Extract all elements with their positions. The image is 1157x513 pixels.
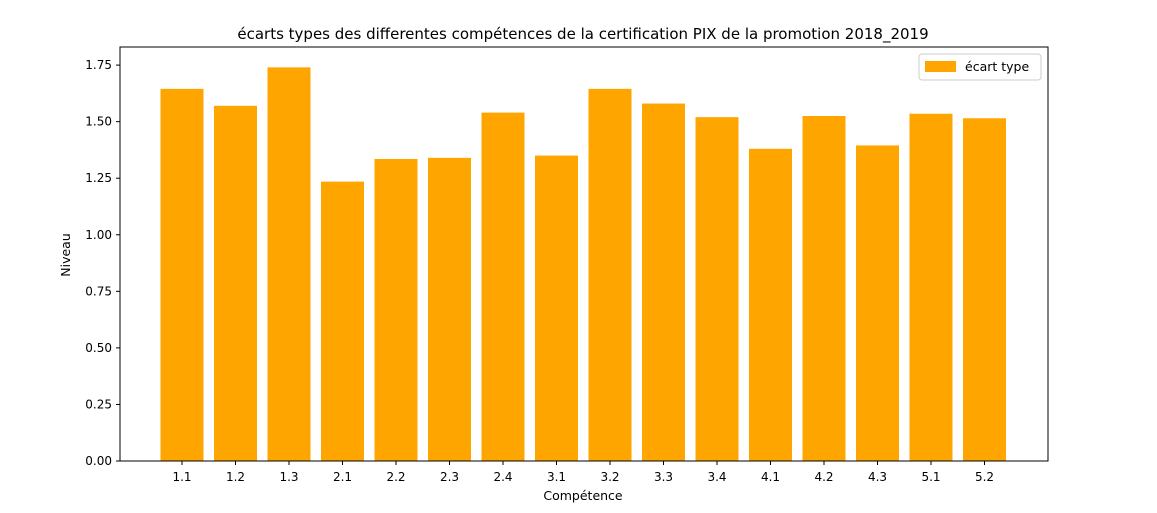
bar-1-2 bbox=[214, 105, 257, 461]
chart-title: écarts types des differentes compétences… bbox=[237, 25, 928, 44]
bar-3-4 bbox=[695, 117, 739, 461]
bar-5-2 bbox=[963, 118, 1006, 461]
plot-frame bbox=[119, 46, 1049, 462]
legend-frame bbox=[918, 53, 1042, 81]
bar-1-3 bbox=[267, 67, 311, 461]
bar-2-2 bbox=[374, 158, 418, 461]
y-tick-label: 0.00 bbox=[85, 454, 112, 468]
x-tick-label: 5.1 bbox=[921, 470, 940, 484]
legend-swatch bbox=[925, 61, 956, 72]
x-tick-label: 3.4 bbox=[707, 470, 726, 484]
x-tick-label: 1.2 bbox=[226, 470, 245, 484]
y-tick-label: 1.75 bbox=[85, 58, 112, 72]
x-tick-label: 5.2 bbox=[975, 470, 994, 484]
x-tick-label: 3.3 bbox=[654, 470, 673, 484]
x-tick-label: 2.1 bbox=[333, 470, 352, 484]
bar-4-3 bbox=[856, 145, 899, 461]
bar-5-1 bbox=[909, 113, 953, 461]
y-tick-label: 1.00 bbox=[85, 228, 112, 242]
x-axis-label: Compétence bbox=[543, 488, 623, 503]
legend-label: écart type bbox=[965, 59, 1029, 74]
bar-3-2 bbox=[588, 88, 632, 461]
y-axis-label: Niveau bbox=[58, 233, 73, 277]
x-tick-label: 2.2 bbox=[386, 470, 405, 484]
bar-2-1 bbox=[321, 181, 364, 461]
bars-group bbox=[160, 67, 1006, 462]
bar-3-1 bbox=[535, 155, 578, 462]
x-tick-label: 4.2 bbox=[814, 470, 833, 484]
y-axis: 0.00 0.25 0.50 0.75 1.00 1.25 1.50 1.75 bbox=[85, 58, 120, 468]
bar-4-2 bbox=[802, 116, 846, 461]
bar-4-1 bbox=[749, 148, 792, 461]
x-tick-label: 4.3 bbox=[868, 470, 887, 484]
y-tick-label: 0.75 bbox=[85, 284, 112, 298]
x-tick-label: 2.3 bbox=[440, 470, 459, 484]
legend: écart type bbox=[918, 53, 1042, 81]
bar-1-1 bbox=[160, 88, 204, 461]
bar-3-3 bbox=[642, 103, 685, 462]
x-tick-label: 1.1 bbox=[172, 470, 191, 484]
bar-2-3 bbox=[428, 157, 471, 461]
x-tick-label: 3.2 bbox=[600, 470, 619, 484]
y-tick-label: 1.25 bbox=[85, 171, 112, 185]
y-tick-label: 0.25 bbox=[85, 397, 112, 411]
x-tick-label: 4.1 bbox=[761, 470, 780, 484]
x-tick-label: 1.3 bbox=[279, 470, 298, 484]
bar-2-4 bbox=[481, 112, 525, 461]
y-tick-label: 0.50 bbox=[85, 341, 112, 355]
x-axis: 1.1 1.2 1.3 2.1 2.2 2.3 2.4 3.1 3.2 3.3 3.4 4.1 4.2 4… bbox=[172, 461, 994, 484]
x-tick-label: 3.1 bbox=[547, 470, 566, 484]
x-tick-label: 2.4 bbox=[493, 470, 512, 484]
y-tick-label: 1.50 bbox=[85, 115, 112, 129]
